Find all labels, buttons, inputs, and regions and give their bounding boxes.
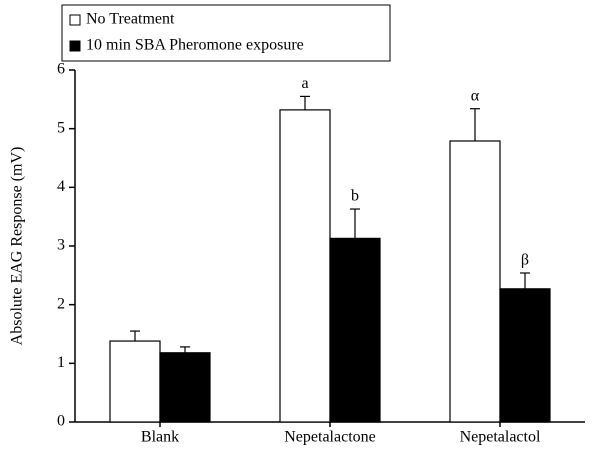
legend-label: No Treatment — [86, 11, 175, 28]
significance-label: b — [351, 188, 359, 205]
bar — [499, 288, 551, 423]
y-tick-label: 0 — [57, 413, 65, 430]
significance-label: α — [471, 87, 480, 104]
legend-swatch — [69, 40, 81, 52]
x-tick-label: Blank — [141, 429, 179, 446]
y-tick-label: 1 — [57, 354, 65, 371]
legend-box — [61, 4, 391, 62]
bar — [109, 340, 161, 423]
x-tick-label: Nepetalactone — [284, 429, 376, 446]
bar — [449, 140, 501, 423]
bar — [279, 109, 331, 423]
x-tick-label: Nepetalactol — [460, 429, 541, 446]
significance-label: β — [521, 252, 529, 269]
bar — [159, 352, 211, 423]
bar — [329, 237, 381, 423]
y-tick-label: 3 — [57, 237, 65, 254]
legend-swatch — [69, 14, 81, 26]
y-tick-label: 4 — [57, 178, 65, 195]
y-axis-label: Absolute EAG Response (mV) — [9, 147, 26, 346]
y-tick-label: 2 — [57, 295, 65, 312]
y-tick-label: 6 — [57, 61, 65, 78]
significance-label: a — [301, 75, 308, 92]
y-tick-label: 5 — [57, 119, 65, 136]
legend-label: 10 min SBA Pheromone exposure — [86, 37, 304, 54]
